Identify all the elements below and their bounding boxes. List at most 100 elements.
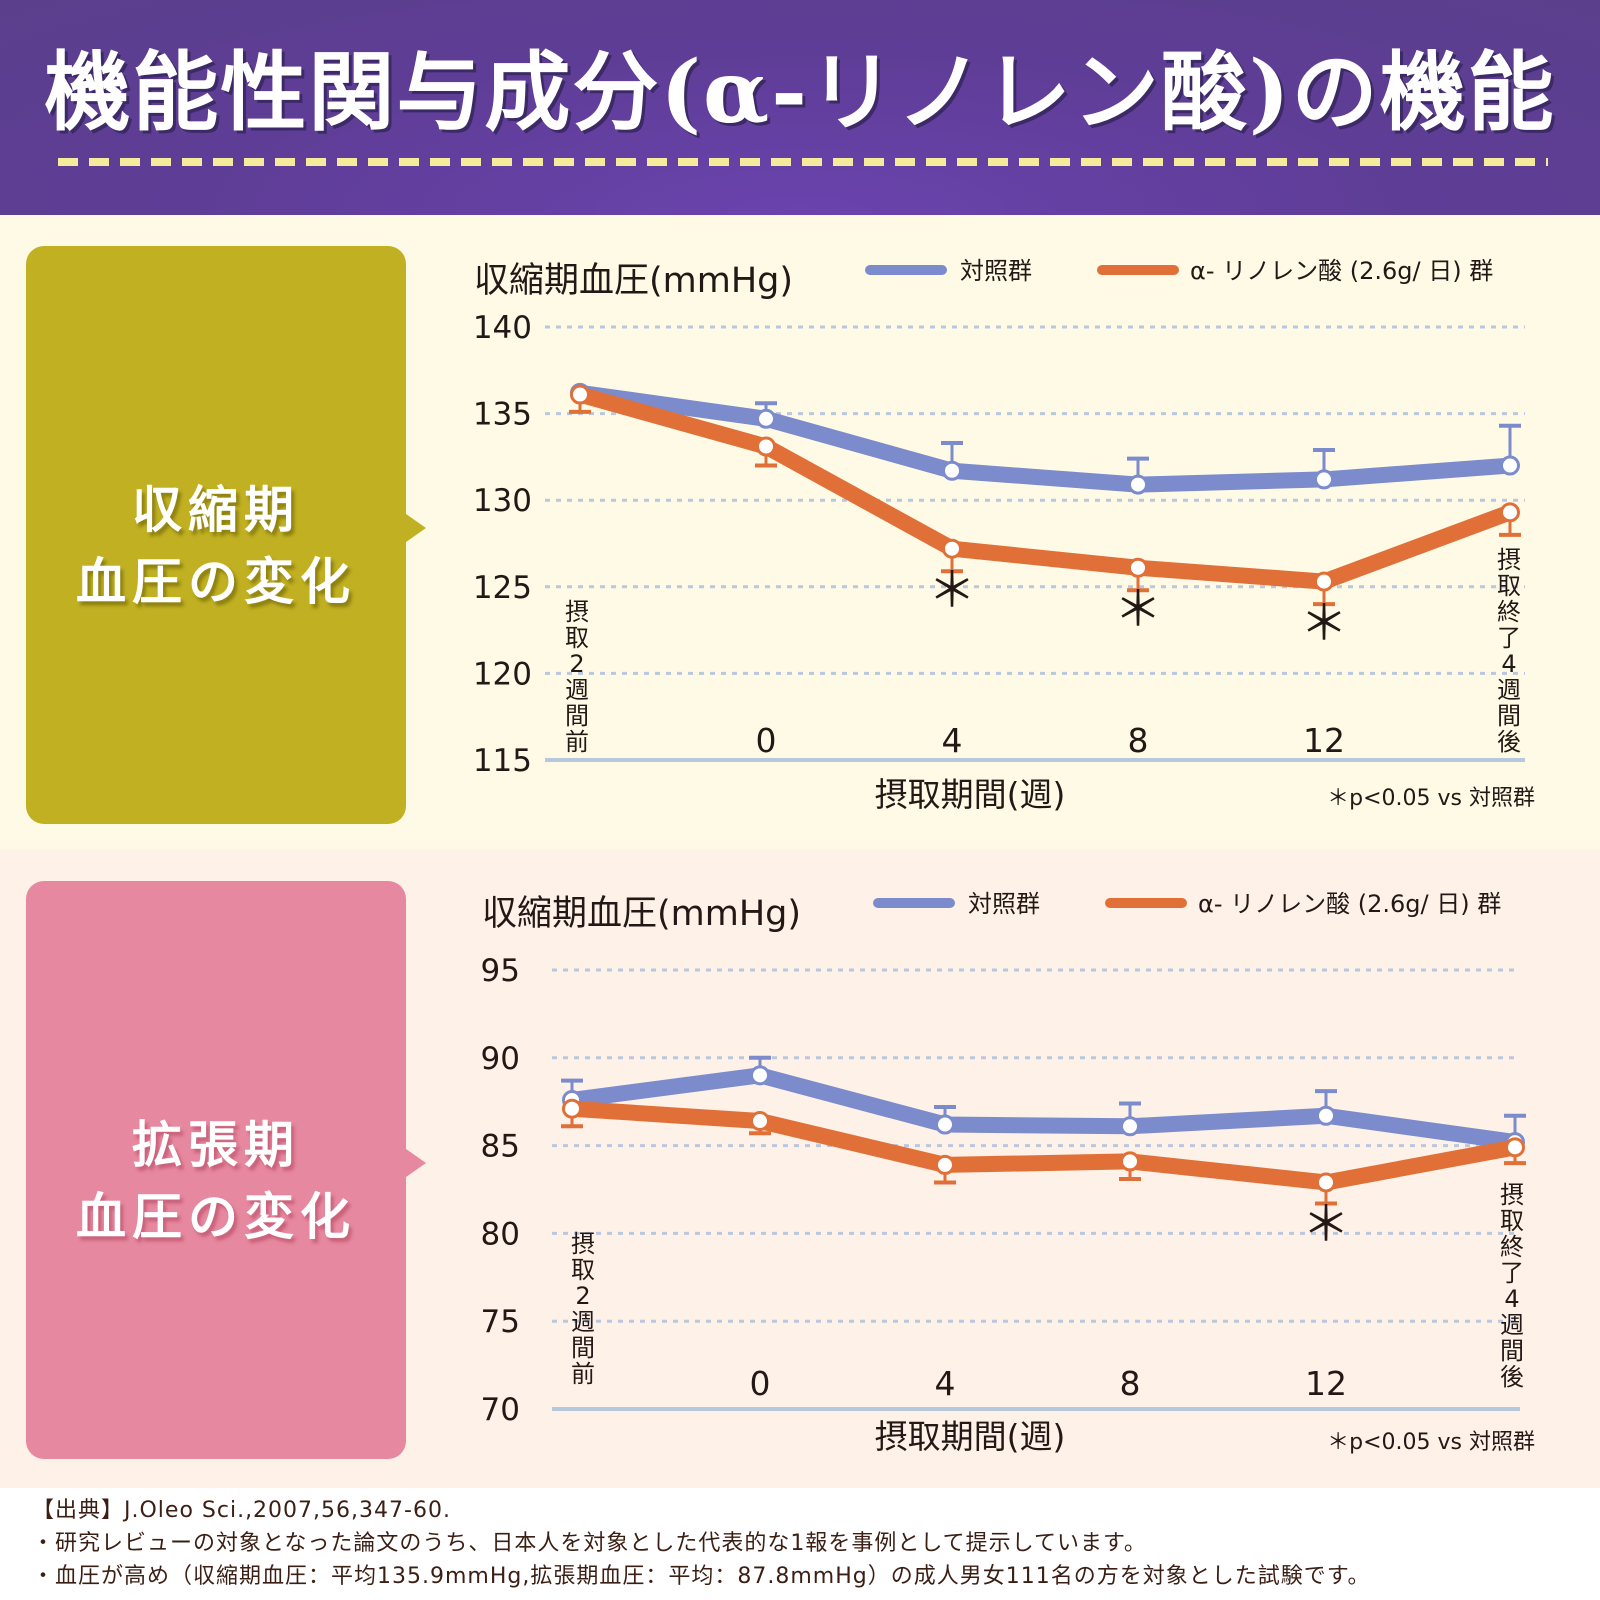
x-tick-label-char: 了 xyxy=(1500,1259,1524,1287)
y-tick-label: 95 xyxy=(481,953,520,989)
x-tick-label-char: 間 xyxy=(1497,702,1521,730)
x-tick-label: 0 xyxy=(750,1364,771,1403)
diastolic-panel-label: 拡張期 血圧の変化 xyxy=(26,881,426,1459)
x-tick-label-char: 前 xyxy=(571,1360,595,1388)
x-tick-label: 4 xyxy=(935,1364,956,1403)
y-tick-label: 115 xyxy=(473,743,532,779)
data-point-ala xyxy=(1500,502,1520,523)
data-point-control xyxy=(1316,1105,1336,1126)
significance-note: ＊p<0.05 vs 対照群 xyxy=(1327,786,1535,811)
x-tick-label-char: 摂 xyxy=(1500,1181,1524,1209)
data-point-ala xyxy=(570,384,590,405)
x-tick-label-char: 取 xyxy=(565,624,589,652)
y-axis-title: 収縮期血圧(mmHg) xyxy=(482,894,801,934)
series-line-ala xyxy=(572,386,1518,590)
y-axis-title: 収縮期血圧(mmHg) xyxy=(474,261,793,301)
x-tick-label-char: 摂 xyxy=(565,598,589,626)
legend-ala-label: α- リノレン酸 (2.6g/ 日) 群 xyxy=(1190,257,1493,285)
y-tick-label: 125 xyxy=(473,570,532,606)
systolic-section: 収縮期 血圧の変化 収縮期血圧(mmHg) 対照群 α- リノレン酸 (2.6g/ … xyxy=(0,215,1600,850)
y-tick-label: 80 xyxy=(481,1216,520,1252)
x-tick-label-char: 摂 xyxy=(1497,546,1521,574)
y-tick-label: 70 xyxy=(481,1392,520,1428)
x-tick-label-char: 後 xyxy=(1497,728,1521,756)
x-tick-label-char: 取 xyxy=(1500,1207,1524,1235)
x-tick-label-char: 4 xyxy=(1504,1285,1519,1313)
y-tick-label: 130 xyxy=(473,483,532,519)
significance-note: ＊p<0.05 vs 対照群 xyxy=(1327,1430,1535,1455)
data-point-ala xyxy=(1505,1137,1525,1158)
y-tick-label: 90 xyxy=(481,1041,520,1077)
legend-ala-label: α- リノレン酸 (2.6g/ 日) 群 xyxy=(1198,890,1501,918)
source-citation: 【出典】J.Oleo Sci.,2007,56,347-60. xyxy=(32,1498,451,1523)
title-underline-dashes xyxy=(58,158,1548,166)
x-tick-label-char: 後 xyxy=(1500,1363,1524,1391)
x-tick-label: 8 xyxy=(1128,721,1149,760)
series-line-control xyxy=(564,1067,1523,1151)
x-tick-label-char: 終 xyxy=(1500,1233,1524,1261)
panel-pointer-arrow xyxy=(406,514,426,542)
data-point-control xyxy=(1128,474,1148,495)
footer-note-2: ・血圧が高め（収縮期血圧：平均135.9mmHg,拡張期血圧：平均：87.8mm… xyxy=(32,1564,1371,1589)
diastolic-chart: 収縮期血圧(mmHg) 対照群 α- リノレン酸 (2.6g/ 日) 群 70 75 80… xyxy=(481,890,1535,1456)
header-banner: 機能性関与成分(α-リノレン酸)の機能 xyxy=(0,0,1600,215)
systolic-chart: 収縮期血圧(mmHg) 対照群 α- リノレン酸 (2.6g/ 日) 群115120… xyxy=(473,257,1535,814)
x-tick-label-char: 間 xyxy=(571,1334,595,1362)
x-tick-label: 12 xyxy=(1305,1364,1347,1403)
y-tick-label: 120 xyxy=(473,656,532,692)
x-tick-label-char: 了 xyxy=(1497,624,1521,652)
x-tick-label: 0 xyxy=(756,721,777,760)
x-tick-label-char: 2 xyxy=(569,650,584,678)
footer-note-1: ・研究レビューの対象となった論文のうち、日本人を対象とした代表的な1報を事例とし… xyxy=(32,1531,1147,1556)
data-point-control xyxy=(942,460,962,481)
data-point-control xyxy=(1120,1116,1140,1137)
x-tick-label: 12 xyxy=(1303,721,1345,760)
x-tick-label-char: 週 xyxy=(1497,676,1521,704)
y-tick-label: 135 xyxy=(473,397,532,433)
y-tick-label: 140 xyxy=(473,310,532,346)
significance-star: ＊ xyxy=(1302,1196,1350,1252)
x-tick-label-char: 前 xyxy=(565,728,589,756)
y-tick-label: 75 xyxy=(481,1304,520,1340)
significance-star: ＊ xyxy=(1114,582,1162,638)
data-point-ala xyxy=(750,1111,770,1132)
legend-control-label: 対照群 xyxy=(968,890,1040,918)
x-tick-label-char: 4 xyxy=(1501,650,1516,678)
x-axis-title: 摂取期間(週) xyxy=(875,775,1066,814)
page-title: 機能性関与成分(α-リノレン酸)の機能 xyxy=(44,42,1556,143)
x-axis-title: 摂取期間(週) xyxy=(875,1417,1066,1456)
data-point-ala xyxy=(756,436,776,457)
y-tick-label: 85 xyxy=(481,1129,520,1165)
significance-star: ＊ xyxy=(1300,596,1348,652)
data-point-ala xyxy=(562,1098,582,1119)
data-point-ala xyxy=(942,538,962,559)
data-point-control xyxy=(1314,469,1334,490)
x-tick-label-char: 取 xyxy=(571,1256,595,1284)
data-point-ala xyxy=(935,1154,955,1175)
x-tick-label-char: 終 xyxy=(1497,598,1521,626)
x-tick-label: 4 xyxy=(942,721,963,760)
x-tick-label-char: 間 xyxy=(1500,1337,1524,1365)
data-point-control xyxy=(750,1065,770,1086)
x-tick-label-char: 2 xyxy=(575,1282,590,1310)
data-point-ala xyxy=(1316,1172,1336,1193)
data-point-ala xyxy=(1120,1151,1140,1172)
systolic-panel-text: 収縮期 血圧の変化 xyxy=(76,481,356,611)
x-tick-label-char: 摂 xyxy=(571,1230,595,1258)
systolic-panel-label: 収縮期 血圧の変化 xyxy=(26,246,426,824)
data-point-control xyxy=(935,1114,955,1135)
legend-control-label: 対照群 xyxy=(960,257,1032,285)
footer-notes: 【出典】J.Oleo Sci.,2007,56,347-60. ・研究レビューの… xyxy=(0,1488,1600,1600)
diastolic-section: 拡張期 血圧の変化 収縮期血圧(mmHg) 対照群 α- リノレン酸 (2.6g/ … xyxy=(0,850,1600,1488)
data-point-ala xyxy=(1128,557,1148,578)
significance-star: ＊ xyxy=(928,563,976,619)
x-tick-label-char: 週 xyxy=(565,676,589,704)
x-tick-label-char: 間 xyxy=(565,702,589,730)
x-tick-label-char: 週 xyxy=(571,1308,595,1336)
panel-pointer-arrow xyxy=(406,1149,426,1177)
x-tick-label-char: 取 xyxy=(1497,572,1521,600)
data-point-ala xyxy=(1314,571,1334,592)
data-point-control xyxy=(1500,455,1520,476)
